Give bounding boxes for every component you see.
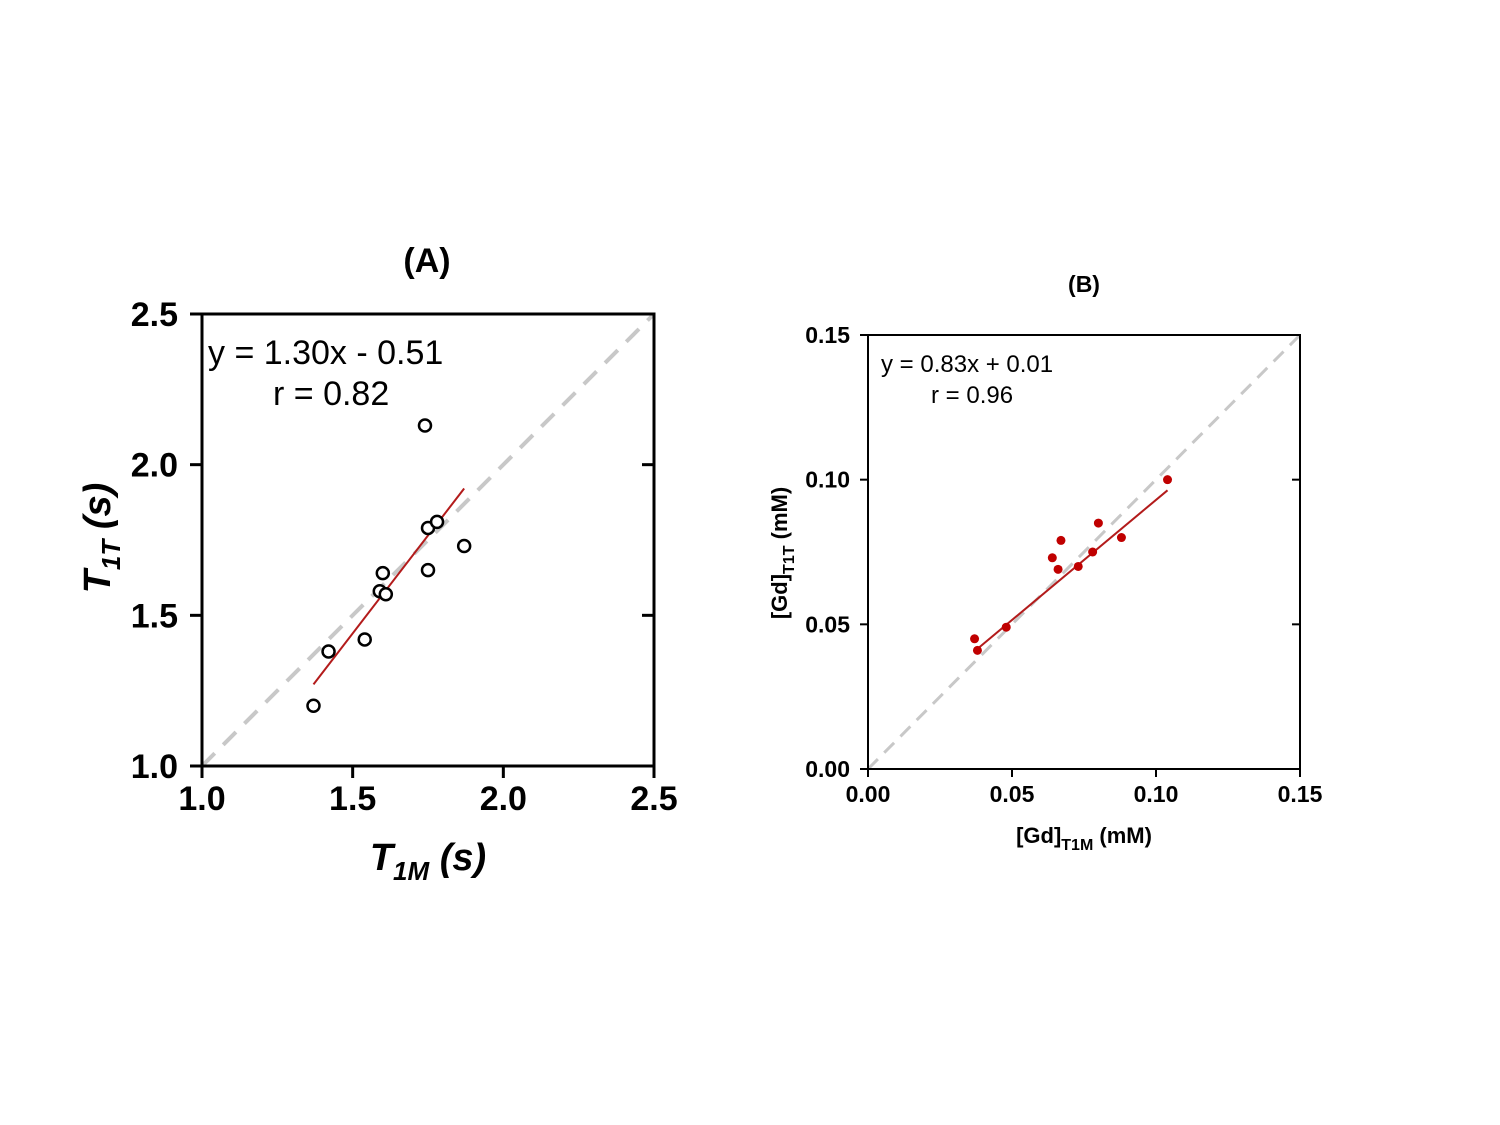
- panel-a-y-tick-label: 1.0: [131, 748, 178, 786]
- panel-a-y-tick-label: 2.5: [131, 296, 178, 334]
- panel-a-equation: y = 1.30x - 0.51: [208, 334, 443, 372]
- panel-b-data-point: [1047, 553, 1057, 563]
- panel-b-y-tick-label: 0.00: [805, 756, 850, 782]
- panel-b-r-value: r = 0.96: [931, 382, 1013, 409]
- panel-a-plot-frame: [200, 312, 656, 768]
- panel-b-data-point: [1116, 533, 1126, 543]
- panel-a-data-point: [375, 565, 391, 581]
- panel-a: (A) y = 1.30x - 0.51 r = 0.82 T1M (s) T1…: [77, 242, 678, 886]
- panel-b-x-tick-label: 0.05: [990, 781, 1035, 807]
- panel-b-y-axis-label: [Gd]T1T (mM): [767, 487, 798, 619]
- panel-b: (B) y = 0.83x + 0.01 r = 0.96 [Gd]T1M (m…: [767, 271, 1323, 854]
- panel-b-title: (B): [1068, 271, 1100, 297]
- panel-b-x-tick-label: 0.00: [846, 781, 891, 807]
- panel-a-data-point: [456, 538, 472, 554]
- panel-a-data-point: [420, 562, 436, 578]
- panel-b-data-point: [1093, 518, 1103, 528]
- panel-b-data-point: [972, 645, 982, 655]
- panel-b-y-tick-label: 0.15: [805, 322, 850, 348]
- panel-b-plot-frame: [867, 334, 1301, 770]
- panel-b-y-tick-label: 0.10: [805, 467, 850, 493]
- panel-a-data-point: [321, 644, 336, 659]
- panel-b-x-tick-label: 0.15: [1278, 781, 1323, 807]
- panel-a-r-value: r = 0.82: [273, 375, 389, 413]
- panel-b-data-point: [1056, 535, 1066, 545]
- panel-a-x-tick-label: 1.0: [178, 780, 225, 818]
- panel-b-data-point: [1053, 564, 1063, 574]
- panel-a-x-axis-label: T1M (s): [370, 837, 486, 886]
- panel-a-data-point: [429, 514, 445, 530]
- panel-a-data-point: [306, 698, 321, 713]
- panel-b-x-tick-label: 0.10: [1134, 781, 1179, 807]
- panel-a-data-point: [417, 418, 433, 433]
- panel-a-identity-line: [200, 312, 656, 768]
- panel-b-data-point: [1163, 475, 1173, 485]
- panel-a-x-tick-label: 1.5: [329, 780, 376, 818]
- panel-a-data-point: [357, 632, 372, 647]
- panel-b-data-point: [1088, 547, 1098, 557]
- panel-b-x-axis-label: [Gd]T1M (mM): [1016, 823, 1152, 854]
- panel-b-data-point: [1001, 622, 1011, 632]
- panel-a-data-point: [378, 586, 394, 602]
- panel-a-y-tick-label: 1.5: [131, 597, 178, 635]
- panel-a-x-tick-label: 2.5: [630, 780, 677, 818]
- panel-b-identity-line: [866, 333, 1302, 771]
- panel-b-data-point: [970, 634, 980, 644]
- panel-a-y-tick-label: 2.0: [131, 447, 178, 485]
- panel-a-title: (A): [403, 242, 450, 280]
- panel-b-equation: y = 0.83x + 0.01: [881, 351, 1053, 378]
- panel-b-data-point: [1073, 561, 1083, 571]
- panel-a-y-axis-label: T1T (s): [77, 483, 126, 594]
- panel-b-y-tick-label: 0.05: [805, 611, 850, 637]
- panel-a-x-tick-label: 2.0: [480, 780, 527, 818]
